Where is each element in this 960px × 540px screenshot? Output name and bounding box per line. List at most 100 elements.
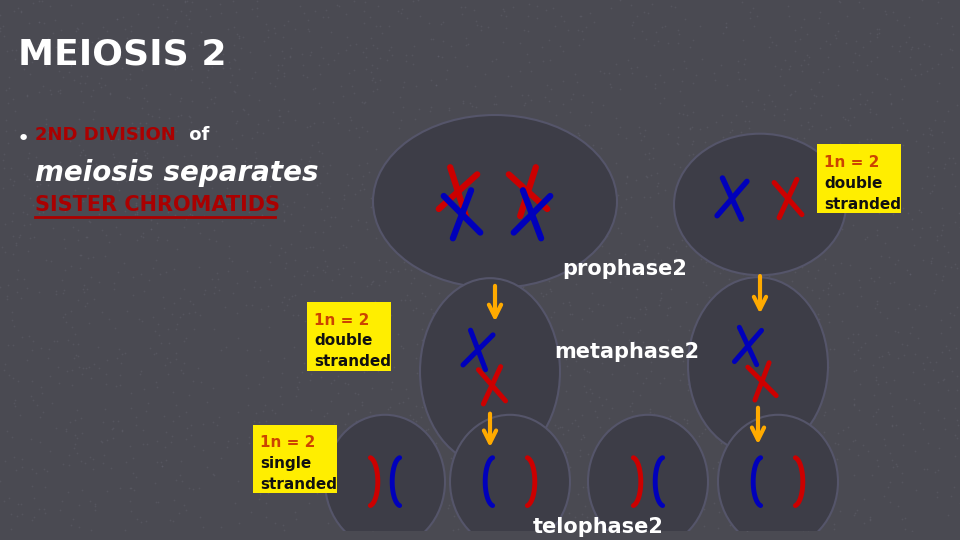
Point	[128, 472, 143, 481]
Point	[84, 525, 99, 534]
Point	[625, 387, 640, 395]
Point	[275, 117, 290, 126]
Point	[781, 217, 797, 225]
Point	[76, 363, 91, 372]
Point	[729, 494, 744, 502]
Point	[667, 341, 683, 350]
Point	[361, 167, 376, 176]
Point	[718, 18, 733, 27]
Point	[588, 407, 603, 415]
Point	[472, 391, 488, 400]
Point	[568, 151, 584, 160]
Point	[241, 109, 256, 118]
Point	[25, 465, 40, 474]
Point	[751, 185, 766, 193]
Point	[653, 421, 668, 430]
Point	[312, 361, 327, 370]
Point	[558, 479, 573, 488]
Point	[520, 27, 536, 36]
Point	[547, 242, 563, 251]
Point	[699, 281, 714, 289]
Point	[618, 179, 634, 187]
Point	[162, 90, 178, 98]
Point	[872, 353, 887, 361]
Point	[181, 484, 197, 492]
Point	[341, 409, 356, 417]
Point	[630, 11, 645, 20]
Point	[499, 113, 515, 122]
Point	[563, 219, 578, 227]
Point	[915, 130, 930, 138]
Point	[70, 352, 85, 361]
Point	[0, 292, 14, 300]
Text: prophase2: prophase2	[562, 260, 686, 280]
Point	[228, 8, 244, 16]
Point	[869, 299, 884, 308]
Point	[743, 170, 758, 179]
Point	[945, 367, 960, 375]
Point	[787, 208, 803, 217]
Point	[274, 159, 289, 167]
Point	[411, 457, 426, 465]
Point	[307, 320, 323, 329]
Point	[226, 55, 241, 64]
Point	[584, 160, 599, 169]
Point	[516, 101, 531, 110]
Point	[256, 471, 272, 480]
Point	[889, 420, 904, 429]
Point	[793, 61, 808, 70]
Point	[427, 364, 443, 373]
Point	[231, 519, 247, 528]
Point	[372, 488, 388, 496]
Point	[804, 245, 819, 253]
Point	[449, 222, 465, 231]
Point	[537, 337, 552, 346]
Point	[721, 367, 736, 375]
Point	[816, 427, 831, 436]
Point	[164, 36, 180, 45]
Point	[810, 478, 826, 487]
Point	[862, 515, 877, 524]
Point	[378, 258, 394, 267]
Point	[396, 398, 411, 407]
Point	[472, 353, 488, 362]
Point	[505, 335, 520, 343]
Point	[657, 185, 672, 194]
Point	[902, 269, 918, 278]
Point	[789, 394, 804, 403]
Point	[404, 266, 420, 274]
Point	[807, 274, 823, 282]
Point	[4, 308, 19, 317]
Point	[561, 298, 576, 307]
Point	[442, 501, 457, 510]
Point	[685, 137, 701, 145]
Point	[308, 6, 324, 15]
Point	[818, 451, 833, 460]
Point	[464, 252, 479, 261]
Point	[45, 28, 60, 37]
Point	[938, 160, 953, 169]
Point	[10, 288, 25, 296]
Point	[916, 39, 931, 48]
Point	[871, 24, 886, 33]
Point	[304, 141, 320, 150]
Point	[528, 411, 543, 420]
Point	[522, 173, 538, 182]
Point	[321, 60, 336, 69]
Point	[646, 154, 661, 163]
Point	[576, 199, 591, 207]
Point	[544, 219, 560, 227]
Point	[424, 343, 440, 352]
Point	[796, 312, 811, 321]
Point	[313, 420, 328, 429]
Point	[731, 57, 746, 65]
Point	[183, 62, 199, 71]
Point	[818, 157, 833, 166]
Point	[870, 30, 885, 38]
Point	[74, 456, 89, 465]
Point	[951, 208, 960, 217]
Point	[341, 126, 356, 134]
Point	[650, 179, 665, 187]
Point	[600, 426, 615, 434]
Point	[852, 379, 867, 388]
